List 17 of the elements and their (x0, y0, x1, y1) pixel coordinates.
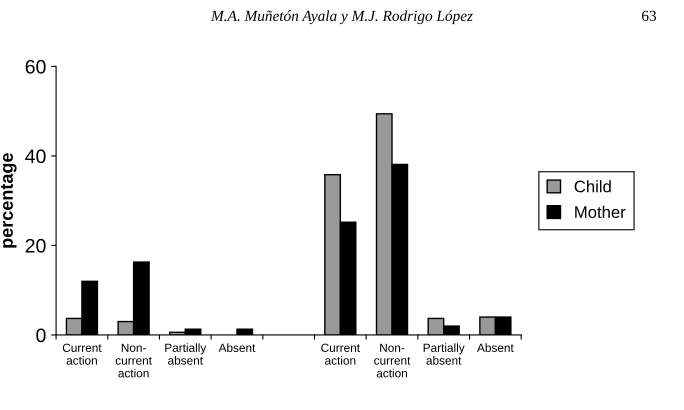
y-tick-label: 40 (25, 149, 46, 164)
x-tick-label: Current action (62, 344, 102, 365)
legend-label: Mother (575, 206, 626, 218)
y-tick-label: 0 (36, 328, 46, 342)
text: 63 (642, 10, 656, 21)
x-tick-label: Non- current action (116, 344, 152, 378)
x-tick-label: Partially absent (165, 343, 206, 365)
x-tick-label: Non- current action (374, 344, 410, 378)
x-tick-label: Absent (477, 343, 514, 352)
x-tick-label: Current action (321, 344, 360, 365)
y-tick-label: 20 (26, 238, 46, 253)
legend-label: Child (574, 180, 611, 192)
x-tick-label: Absent (218, 343, 256, 352)
text: M.A. Muñetón Ayala y M.J. Rodrigo López (210, 10, 473, 24)
y-tick-label: 60 (26, 60, 46, 74)
y-axis-title: percentage (0, 153, 17, 248)
x-tick-label: Partially absent (424, 343, 465, 365)
